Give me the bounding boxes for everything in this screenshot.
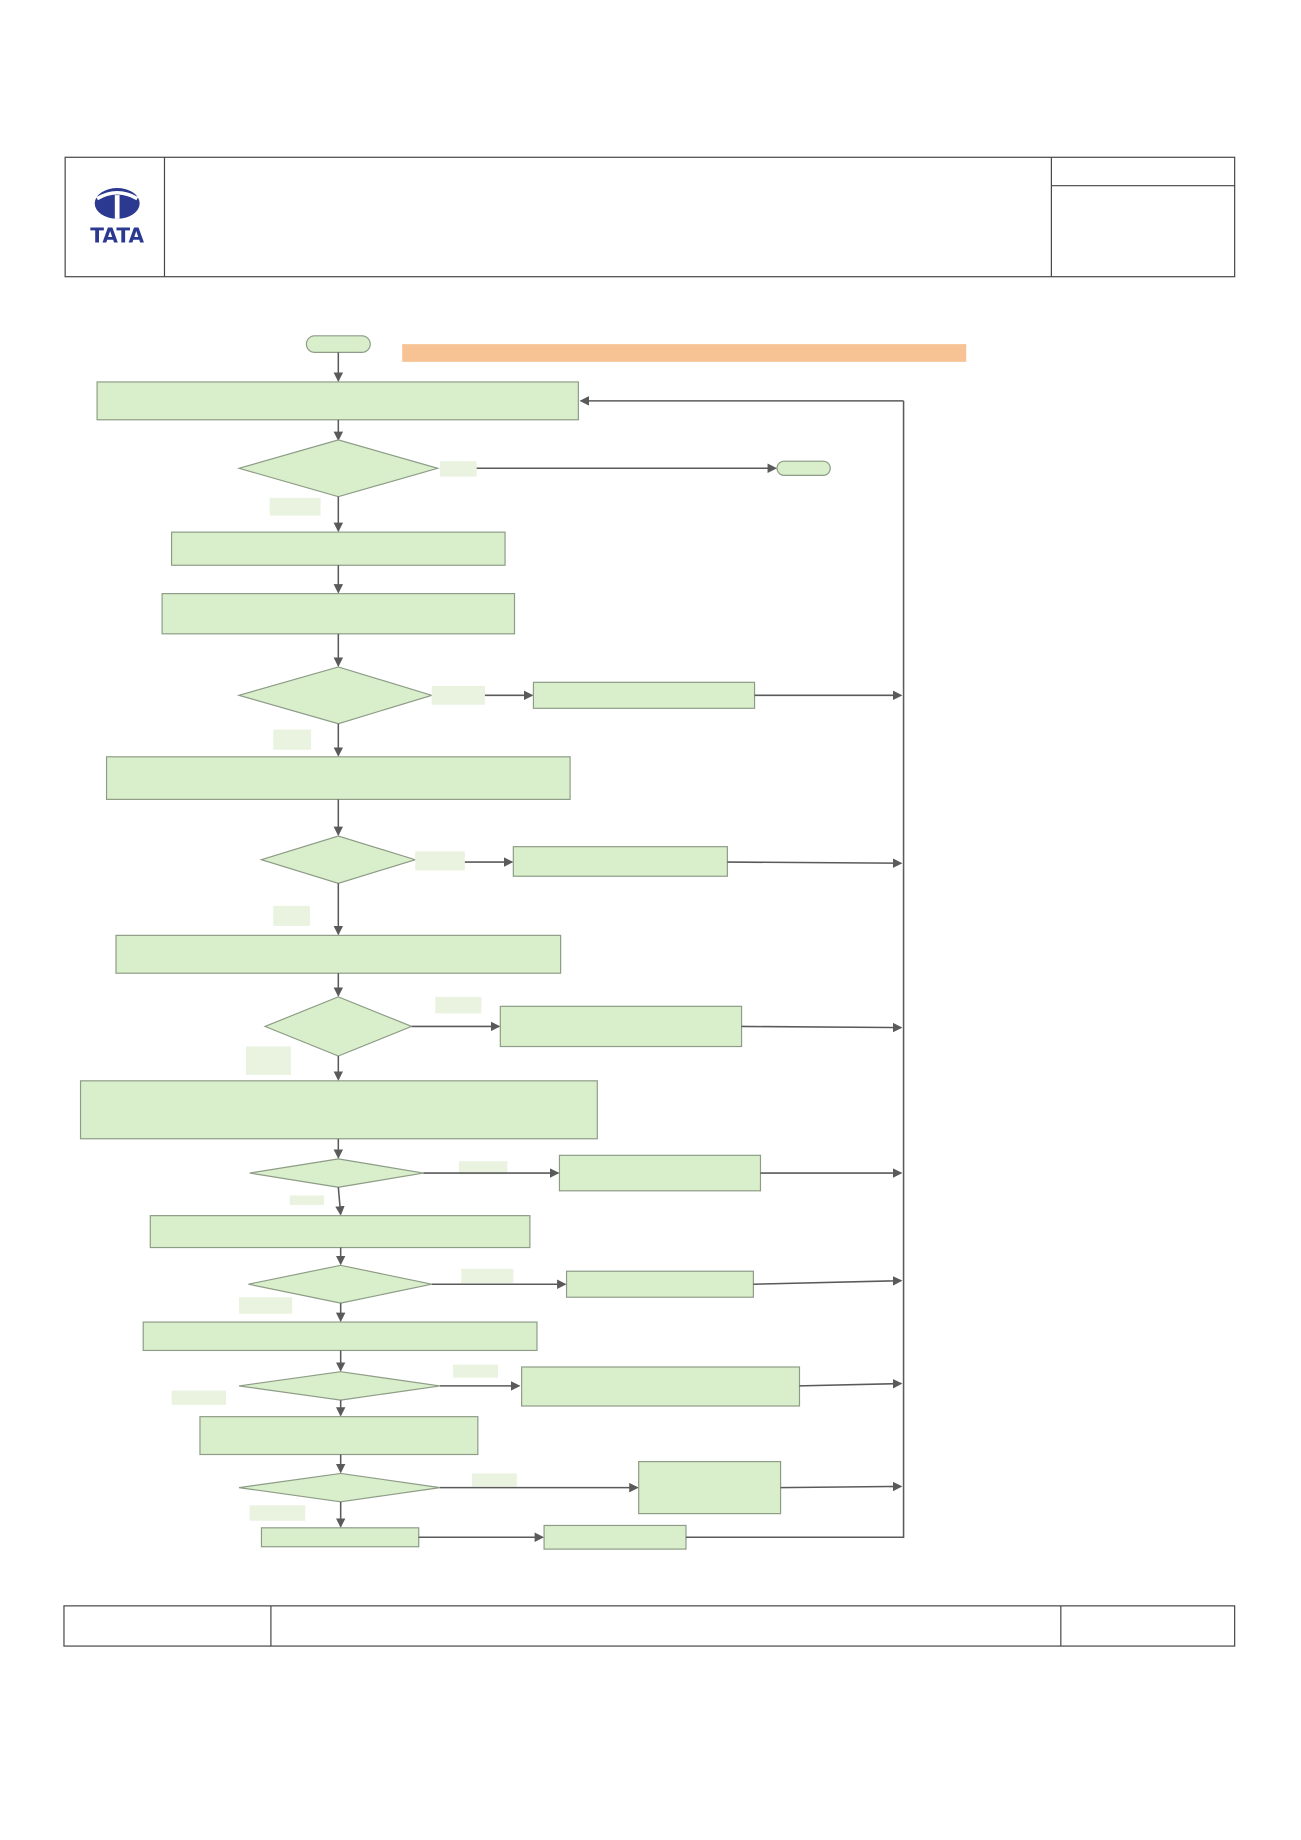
flowchart: [79, 335, 967, 1550]
footer: [63, 1605, 1236, 1647]
header: TATA: [64, 156, 1236, 278]
logo-text: TATA: [90, 223, 144, 247]
logo: TATA: [90, 188, 145, 247]
